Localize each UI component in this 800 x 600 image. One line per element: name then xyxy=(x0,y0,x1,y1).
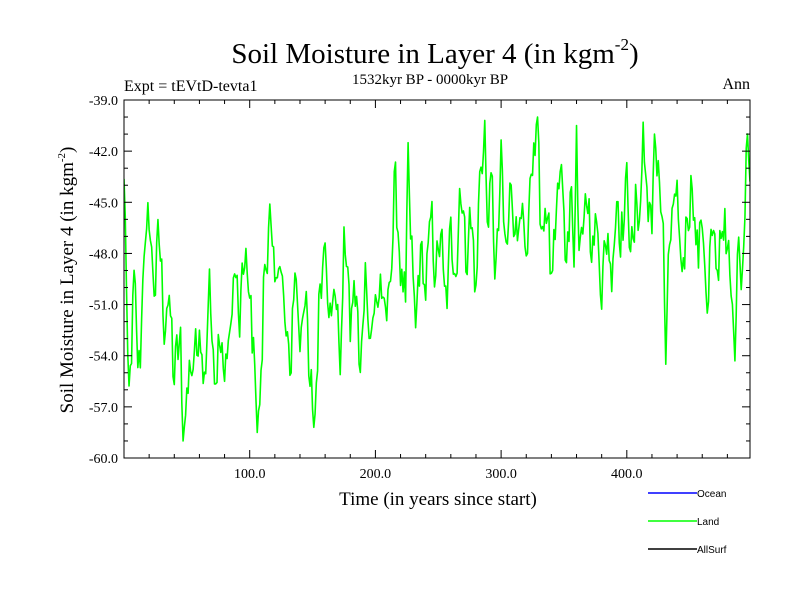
x-tick-label: 300.0 xyxy=(485,467,517,482)
svg-text:Soil Moisture in Layer 4 (in k: Soil Moisture in Layer 4 (in kgm-2) xyxy=(56,147,78,414)
period-label: 1532kyr BP - 0000kyr BP xyxy=(352,72,508,88)
chart-title-close: ) xyxy=(629,38,639,70)
x-tick-label: 200.0 xyxy=(360,467,392,482)
svg-text:Soil Moisture in Layer 4 (in k: Soil Moisture in Layer 4 (in kgm-2) xyxy=(231,35,638,70)
x-tick-label: 400.0 xyxy=(611,467,643,482)
legend: Ocean Land AllSurf xyxy=(648,489,727,556)
season-label: Ann xyxy=(722,76,750,93)
chart-title: Soil Moisture in Layer 4 (in kgm-2) xyxy=(231,35,638,70)
legend-label-land: Land xyxy=(697,517,719,528)
legend-label-ocean: Ocean xyxy=(697,489,726,500)
y-tick-label: -42.0 xyxy=(89,145,118,160)
x-axis-label: Time (in years since start) xyxy=(339,489,537,510)
legend-label-allsurf: AllSurf xyxy=(697,545,727,556)
series-line-land xyxy=(124,116,750,442)
y-axis-label-close: ) xyxy=(57,147,78,153)
chart-title-main: Soil Moisture in Layer 4 (in kgm xyxy=(231,38,615,70)
x-tick-label: 100.0 xyxy=(234,467,266,482)
y-tick-label: -57.0 xyxy=(89,401,118,416)
series-layer xyxy=(124,116,750,442)
plot-frame xyxy=(123,99,751,459)
y-tick-label: -51.0 xyxy=(89,299,118,314)
y-tick-label: -39.0 xyxy=(89,94,118,109)
y-axis-label-superscript: -2 xyxy=(56,153,68,162)
y-tick-label: -60.0 xyxy=(89,452,118,467)
y-axis-label: Soil Moisture in Layer 4 (in kgm-2) xyxy=(56,147,78,414)
y-tick-label: -54.0 xyxy=(89,350,118,365)
y-axis-ticks: -39.0 -42.0 -45.0 -48.0 -51.0 -54.0 -57.0 -60.0 xyxy=(89,94,750,467)
y-tick-label: -45.0 xyxy=(89,196,118,211)
y-axis-label-main: Soil Moisture in Layer 4 (in kgm xyxy=(57,162,78,413)
y-tick-label: -48.0 xyxy=(89,247,118,262)
x-axis-ticks: 100.0 200.0 300.0 400.0 xyxy=(148,100,728,482)
experiment-label: Expt = tEVtD-tevta1 xyxy=(124,78,257,95)
chart-title-superscript: -2 xyxy=(615,35,629,54)
